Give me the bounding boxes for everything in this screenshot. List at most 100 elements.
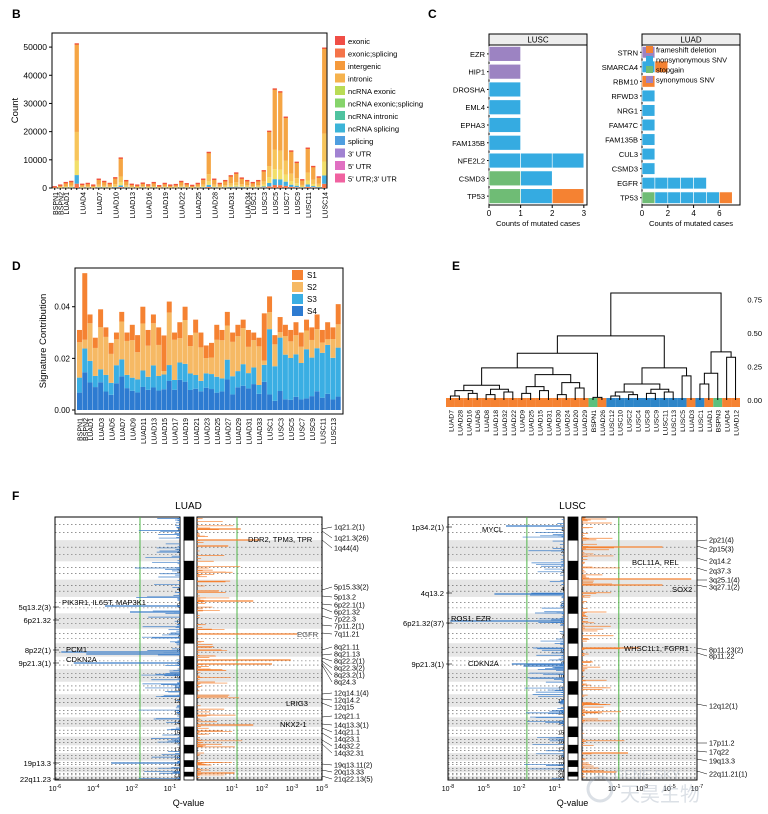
gene-label: CSMD3 (459, 174, 485, 183)
label-leader (696, 567, 708, 572)
bar-segment (182, 381, 188, 410)
bar-segment (250, 187, 255, 188)
bar-segment (82, 273, 88, 340)
label-leader (696, 647, 708, 651)
x-tick-label: LUSC13 (331, 418, 338, 445)
bar-segment (293, 335, 299, 355)
bar-segment (330, 339, 336, 358)
chromosome-block (183, 716, 195, 728)
bar-segment (151, 187, 156, 188)
leaf-color (597, 398, 607, 407)
bar-segment (283, 160, 288, 175)
bar-segment (108, 342, 114, 354)
label-leader (321, 607, 333, 613)
x-tick-label: 2 (666, 209, 671, 218)
chr-band-bg (582, 717, 697, 728)
bar-segment (219, 378, 225, 392)
bar-top-exonic (256, 179, 261, 182)
chromosome-block (567, 771, 579, 777)
bar-top-exonic (311, 165, 316, 168)
dendrogram-link (467, 392, 478, 400)
bar-segment (140, 370, 146, 387)
del-x-tick-label: 10-2 (513, 784, 526, 793)
dendrogram-link (681, 375, 692, 400)
chromosome-label: 16 (174, 739, 180, 745)
y-tick-label: 0 (42, 183, 47, 193)
amp-peak-label: 20q13.33 (334, 768, 364, 777)
bar-segment (129, 186, 134, 188)
leaf-color (481, 398, 491, 407)
chromosome-label: 16 (558, 739, 564, 745)
leaf-label: LUAD22 (511, 410, 518, 436)
chromosome-block (567, 716, 579, 728)
amp-gene-label: EGFR (297, 630, 319, 639)
bar-segment (195, 186, 200, 188)
amp-peak-label: 1q21.3(26) (334, 534, 369, 543)
bar-segment (74, 131, 79, 161)
chromosome-block (567, 560, 579, 581)
bar-segment (150, 314, 156, 324)
bar-segment (267, 182, 272, 187)
chr-band-bg (55, 694, 180, 707)
bar-unit (693, 177, 707, 190)
gene-label: EML4 (465, 103, 485, 112)
label-leader (321, 624, 333, 627)
chr-band-bg (582, 613, 697, 629)
bar-segment (187, 373, 193, 390)
bar-segment (256, 186, 261, 188)
label-leader (321, 603, 333, 606)
bar-segment (267, 296, 273, 313)
leaf-color (704, 398, 714, 407)
bar-segment (69, 181, 74, 186)
x-tick-label: LUAD13 (152, 418, 159, 445)
bar-segment (322, 183, 327, 188)
chromosome-block (567, 752, 579, 762)
y-tick-label: 0.25 (747, 363, 762, 372)
bar-segment (92, 387, 98, 410)
x-tick-label: LUAD3 (99, 418, 106, 441)
bar-segment (235, 324, 241, 337)
bar-segment (240, 364, 246, 386)
amp-peak-label: 3q27.1(2) (709, 583, 740, 592)
bar-segment (140, 183, 145, 187)
dendrogram-link (663, 391, 674, 400)
bar-segment (217, 186, 222, 188)
x-tick-label: BSPN1 (78, 418, 85, 441)
bar-segment (289, 151, 294, 174)
dendrogram-link (463, 384, 500, 391)
chr-band-bg (55, 643, 180, 657)
chromosome-block (183, 693, 195, 708)
bar-segment (223, 180, 228, 186)
amp-peak-label: 8p11.23(2) (709, 646, 743, 655)
bar-segment (304, 319, 310, 331)
del-frame (54, 516, 181, 781)
bar-segment (283, 181, 288, 186)
x-tick-label: LUSC7 (284, 192, 291, 215)
leaf-color (695, 398, 705, 407)
bar-segment (162, 183, 167, 187)
chromosome-label: 17 (174, 748, 180, 754)
legend-swatch (646, 66, 653, 73)
leaf-label: LUAD16 (466, 410, 473, 436)
chromosome-block (183, 775, 195, 781)
bar-segment (322, 161, 327, 176)
x-tick-label: LUAD7 (120, 418, 127, 441)
bar-segment (209, 342, 214, 358)
y-tick-label: 50000 (23, 42, 47, 52)
label-leader (321, 739, 333, 747)
bar-segment (272, 89, 277, 150)
bar-segment (118, 182, 123, 186)
bar-unit (641, 148, 656, 161)
bar-top-exonic (63, 181, 68, 184)
legend-swatch (335, 173, 345, 183)
panel-title: LUSC (559, 501, 586, 512)
chromosome-label: 14 (174, 721, 180, 727)
bar-segment (277, 317, 283, 333)
del-peak-label: 4q13.2 (421, 589, 444, 598)
bar-unit (680, 177, 694, 190)
chr-band-bg (582, 776, 697, 780)
chr-band-bg (448, 643, 564, 657)
bar-segment (187, 389, 193, 410)
x-tick-label: LUAD13 (130, 192, 137, 219)
